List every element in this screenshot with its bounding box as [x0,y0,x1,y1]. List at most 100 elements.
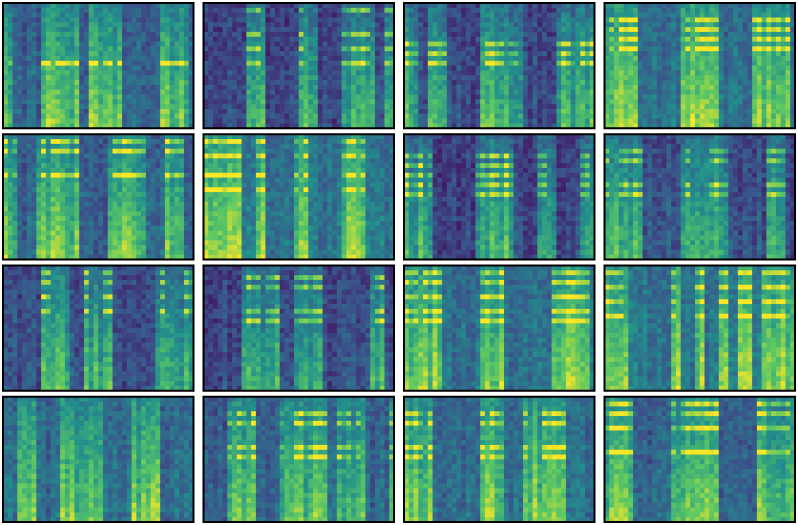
spectrogram-cell [275,70,280,75]
spectrogram-cell [251,27,256,32]
spectrogram-cell [785,17,790,22]
spectrogram-cell [466,99,471,104]
spectrogram-cell [117,139,122,144]
spectrogram-cell [743,61,748,66]
spectrogram-cell [65,168,70,173]
spectrogram-cell [299,95,304,100]
spectrogram-cell [79,144,84,149]
spectrogram-cell [251,114,256,119]
spectrogram-cell [380,13,385,18]
spectrogram-cell [628,119,633,124]
spectrogram-cell [776,114,781,119]
spectrogram-cell [55,168,60,173]
spectrogram-cell [681,104,686,109]
spectrogram-cell [346,104,351,109]
spectrogram-cell [528,70,533,75]
spectrogram-cell [294,109,299,114]
spectrogram-cell [480,32,485,37]
spectrogram-cell [113,80,118,85]
spectrogram-cell [695,90,700,95]
spectrogram-cell [652,42,657,47]
spectrogram-cell [423,42,428,47]
spectrogram-cell [681,80,686,85]
spectrogram-cell [280,42,285,47]
spectrogram-cell [89,221,94,226]
spectrogram-cell [332,85,337,90]
spectrogram-cell [738,32,743,37]
spectrogram-cell [533,61,538,66]
spectrogram-cell [146,192,151,197]
spectrogram-cell [146,158,151,163]
spectrogram-cell [93,22,98,27]
spectrogram-cell [227,99,232,104]
spectrogram-cell [165,51,170,56]
spectrogram-cell [690,46,695,51]
spectrogram-cell [346,27,351,32]
spectrogram-cell [22,75,27,80]
spectrogram-cell [762,51,767,56]
spectrogram-cell [423,61,428,66]
spectrogram-cell [514,22,519,27]
spectrogram-cell [155,61,160,66]
spectrogram-cell [575,27,580,32]
spectrogram-cell [447,27,452,32]
spectrogram-cell [151,46,156,51]
spectrogram-cell [84,178,89,183]
spectrogram-cell [51,46,56,51]
spectrogram-cell [709,70,714,75]
spectrogram-cell [685,27,690,32]
spectrogram-cell [423,37,428,42]
spectrogram-cell [556,46,561,51]
spectrogram-cell [17,8,22,13]
spectrogram-cell [609,17,614,22]
spectrogram-cell [308,95,313,100]
spectrogram-cell [289,109,294,114]
spectrogram-cell [17,240,22,245]
spectrogram-cell [671,13,676,18]
spectrogram-cell [46,202,51,207]
spectrogram-cell [785,46,790,51]
spectrogram-cell [13,163,18,168]
spectrogram-cell [246,32,251,37]
spectrogram-cell [223,56,228,61]
spectrogram-cell [275,22,280,27]
spectrogram-cell [22,17,27,22]
spectrogram-cell [752,37,757,42]
spectrogram-cell [146,51,151,56]
spectrogram-cell [36,99,41,104]
spectrogram-cell [103,240,108,245]
spectrogram-cell [423,27,428,32]
spectrogram-cell [676,51,681,56]
spectrogram-cell [103,61,108,66]
spectrogram-cell [384,37,389,42]
spectrogram-cell [571,46,576,51]
spectrogram-cell [318,13,323,18]
spectrogram-cell [537,104,542,109]
spectrogram-cell [652,27,657,32]
spectrogram-cell [375,119,380,124]
spectrogram-cell [117,245,122,250]
spectrogram-cell [380,61,385,66]
spectrogram-cell [17,13,22,18]
spectrogram-cell [752,95,757,100]
spectrogram-cell [46,231,51,236]
spectrogram-cell [652,61,657,66]
spectrogram-cell [108,56,113,61]
spectrogram-cell [146,250,151,255]
spectrogram-cell [184,32,189,37]
spectrogram-cell [89,154,94,159]
spectrogram-cell [232,119,237,124]
spectrogram-cell [547,99,552,104]
spectrogram-cell [556,70,561,75]
spectrogram-cell [151,51,156,56]
spectrogram-cell [65,119,70,124]
spectrogram-cell [456,37,461,42]
spectrogram-cell [70,187,75,192]
spectrogram-cell [461,75,466,80]
spectrogram-cell [308,32,313,37]
spectrogram-cell [8,173,13,178]
spectrogram-cell [218,119,223,124]
spectrogram-cell [724,119,729,124]
spectrogram-cell [93,163,98,168]
spectrogram-cell [289,85,294,90]
